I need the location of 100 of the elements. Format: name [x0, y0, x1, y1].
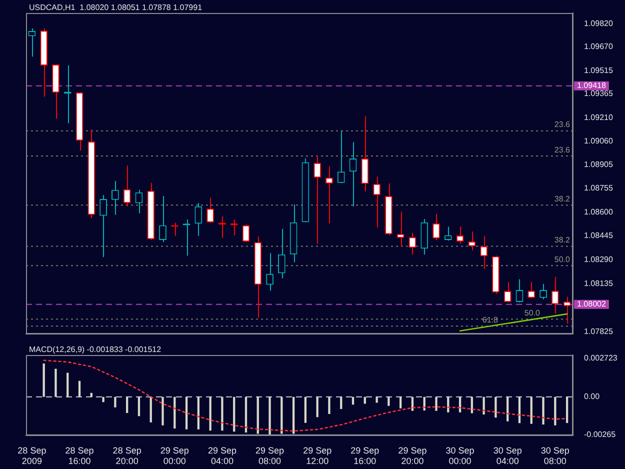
bar: [268, 396, 271, 435]
bar: [388, 396, 390, 406]
bar: [566, 396, 568, 423]
annotation: 61.8: [482, 315, 499, 324]
x-tick-label: 30 Sep 04:00: [493, 445, 522, 466]
candlestick: [314, 154, 322, 244]
x-tick-label: 30 Sep 08:00: [540, 445, 570, 466]
x-tick-label: 29 Sep 16:00: [350, 445, 380, 466]
candlestick: [242, 224, 250, 243]
candlestick: [528, 282, 536, 299]
bar: [400, 396, 402, 408]
bar: [364, 396, 366, 404]
candlestick: [100, 194, 107, 258]
candlestick: [278, 228, 286, 279]
chart-title: MACD(12,26,9) -0.001833 -0.001512: [29, 345, 162, 354]
bar: [209, 396, 212, 431]
bar: [352, 396, 354, 405]
annotation: 23.6: [554, 120, 571, 130]
bar: [138, 396, 140, 416]
candlestick: [551, 276, 559, 314]
candlestick: [396, 211, 404, 248]
line-series: [43, 360, 568, 432]
y-tick-label: 1.09820: [584, 19, 614, 28]
y-tick-label: 1.09515: [584, 66, 614, 76]
x-tick-label: 29 Sep 12:00: [303, 445, 332, 466]
x-tick-label: 30 Sep 00:00: [446, 445, 474, 466]
candlestick: [408, 232, 416, 256]
bar: [197, 396, 200, 430]
bar: [114, 396, 116, 408]
y-tick-label: 1.08600: [584, 207, 614, 216]
y-tick-label: 1.07825: [584, 326, 614, 336]
candlestick: [349, 142, 357, 207]
bar: [42, 364, 45, 397]
candlestick: [563, 296, 571, 324]
bar: [102, 396, 104, 402]
x-tick-label: 28 Sep 20:00: [112, 445, 142, 466]
bar: [328, 396, 330, 414]
y-tick-label: 1.08290: [584, 255, 614, 264]
candlestick: [123, 164, 131, 207]
bar: [185, 396, 188, 430]
bar: [316, 396, 318, 418]
chart-title: USDCAD,H1 1.08020 1.08051 1.07878 1.07991: [29, 3, 203, 12]
y-tick-label: 1.08445: [584, 231, 614, 240]
annotation: 23.6: [554, 145, 571, 154]
candlestick: [480, 236, 488, 270]
annotation: 50.0: [524, 308, 541, 318]
y-tick-label: 1.08905: [584, 160, 614, 170]
bar: [162, 396, 164, 426]
bar: [506, 396, 509, 422]
bar: [233, 396, 236, 432]
bar: [530, 396, 532, 424]
bar: [554, 396, 556, 426]
candlestick: [28, 28, 36, 58]
candlestick: [206, 197, 214, 224]
bar: [482, 396, 485, 415]
y-tick-label: 0.00: [584, 392, 600, 402]
bar: [90, 392, 92, 397]
y-tick-label: 1.09365: [584, 89, 614, 98]
annotation: 38.2: [554, 194, 571, 204]
x-tick-label: 28 Sep 2009: [18, 445, 46, 466]
annotation: 38.2: [554, 235, 571, 244]
bar: [376, 396, 378, 403]
candlestick: [468, 231, 476, 251]
annotation: 50.0: [554, 254, 571, 264]
x-tick-label: 29 Sep 20:00: [398, 445, 427, 466]
x-tick-label: 28 Sep 16:00: [65, 445, 94, 466]
candlestick: [361, 116, 369, 192]
y-tick-label: 1.08135: [584, 279, 614, 288]
bar: [340, 396, 342, 409]
candlestick: [373, 176, 380, 228]
bar: [494, 396, 497, 418]
ref-line-label: 1.09418: [577, 81, 606, 90]
bar: [150, 396, 152, 422]
y-tick-label: 1.09210: [584, 113, 614, 122]
bar: [256, 396, 259, 434]
y-tick-label: 0.002723: [584, 353, 618, 362]
bar: [174, 396, 176, 428]
x-tick-label: 29 Sep 04:00: [208, 445, 236, 466]
bar: [54, 368, 57, 397]
bar: [292, 396, 295, 434]
bar: [66, 372, 69, 397]
bar: [304, 396, 307, 423]
candlestick: [159, 196, 166, 243]
candlestick: [194, 202, 202, 236]
y-tick-label: 1.09670: [584, 42, 614, 52]
y-tick-label: 1.09060: [584, 136, 614, 146]
y-tick-label: 1.08755: [584, 183, 614, 192]
candlestick: [326, 166, 333, 224]
bar: [221, 396, 224, 431]
x-tick-label: 29 Sep 00:00: [160, 445, 189, 466]
candlestick: [456, 226, 464, 244]
candlestick: [432, 213, 440, 241]
ref-line-label: 1.08002: [577, 300, 606, 309]
bar: [244, 396, 248, 433]
bar: [78, 380, 81, 397]
bar: [435, 396, 438, 411]
bar: [126, 396, 128, 413]
bar: [542, 396, 544, 424]
x-tick-label: 29 Sep 08:00: [256, 445, 284, 466]
y-tick-label: -0.00265: [584, 430, 616, 439]
